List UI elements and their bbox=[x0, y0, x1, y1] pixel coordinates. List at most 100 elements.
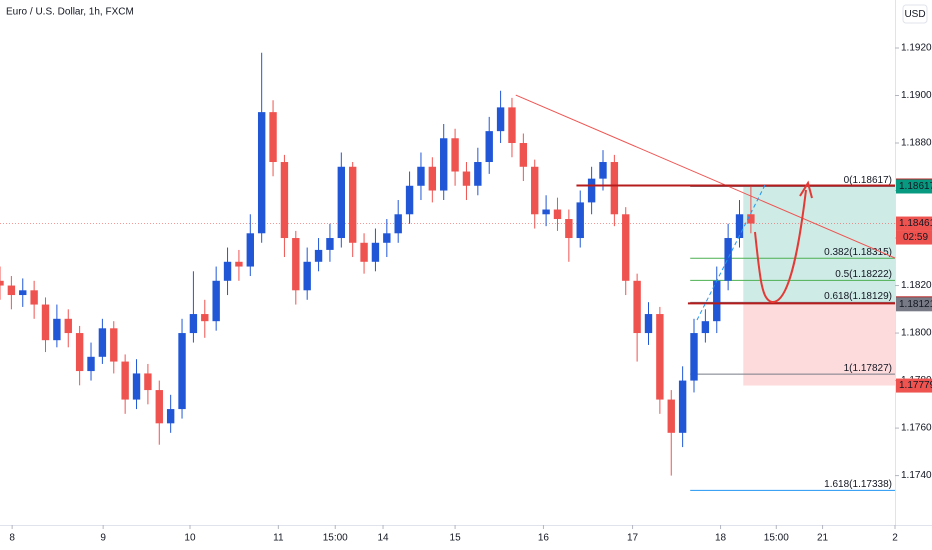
y-tick-label: 1.18200 bbox=[901, 280, 932, 291]
chart-title: Euro / U.S. Dollar, 1h, FXCM bbox=[6, 7, 134, 18]
countdown: 02:59 bbox=[903, 232, 928, 243]
candle-body bbox=[132, 373, 141, 400]
fib-label: 0.382(1.18315) bbox=[824, 247, 892, 258]
price-label: 1.18617 bbox=[899, 181, 932, 192]
candle-body bbox=[98, 328, 107, 357]
plot: 1.174001.176001.178001.180001.182001.184… bbox=[0, 43, 932, 544]
candle-body bbox=[633, 280, 641, 334]
candle-body bbox=[269, 112, 277, 163]
candle-body bbox=[348, 166, 357, 243]
candle-body bbox=[280, 162, 289, 239]
candle-body bbox=[678, 380, 687, 433]
price-label: 1.18461 bbox=[899, 218, 932, 229]
candle-body bbox=[440, 138, 448, 191]
price-label: 1.18121 bbox=[899, 299, 932, 310]
candle-body bbox=[178, 333, 186, 410]
countdown-bg bbox=[896, 230, 932, 245]
candle-body bbox=[19, 290, 27, 296]
price-label-bg bbox=[896, 179, 932, 194]
candle-body bbox=[235, 261, 243, 267]
candle-body bbox=[451, 138, 459, 172]
x-tick-label: 15:00 bbox=[323, 533, 348, 544]
x-tick-label: 16 bbox=[538, 533, 550, 544]
candle-body bbox=[257, 112, 266, 234]
candle-body bbox=[644, 314, 653, 334]
candle-body bbox=[667, 399, 675, 433]
candle-body bbox=[690, 333, 698, 381]
price-label: 1.17779 bbox=[899, 380, 932, 391]
trendline bbox=[515, 94, 896, 259]
y-tick-label: 1.17600 bbox=[901, 423, 932, 434]
candle-body bbox=[405, 185, 414, 215]
candle-body bbox=[201, 314, 209, 322]
candle-body bbox=[0, 280, 4, 286]
candle-body bbox=[701, 321, 710, 334]
candle-body bbox=[417, 166, 425, 186]
y-tick-label: 1.17400 bbox=[901, 470, 932, 481]
candle-body bbox=[599, 162, 607, 179]
candle-body bbox=[337, 166, 346, 239]
candle-body bbox=[314, 249, 323, 262]
candle-body bbox=[155, 390, 163, 424]
candle-body bbox=[212, 280, 220, 322]
candle-body bbox=[246, 233, 254, 267]
candle-body bbox=[542, 209, 550, 215]
candle-body bbox=[519, 143, 528, 167]
candle-body bbox=[485, 131, 493, 163]
fib-label: 0.618(1.18129) bbox=[824, 291, 892, 302]
candle-body bbox=[462, 171, 471, 186]
candle-body bbox=[508, 107, 516, 144]
candle-body bbox=[53, 318, 61, 341]
currency-button[interactable] bbox=[902, 4, 928, 24]
fib-label: 0.5(1.18222) bbox=[835, 269, 892, 280]
candle-body bbox=[223, 261, 232, 281]
candle-body bbox=[189, 314, 198, 334]
candle-body bbox=[87, 356, 95, 372]
candle-body bbox=[576, 202, 584, 239]
x-tick-label: 10 bbox=[184, 533, 196, 544]
candle-body bbox=[383, 233, 391, 243]
x-tick-label: 15:00 bbox=[764, 533, 789, 544]
currency[interactable]: USD bbox=[904, 9, 925, 20]
candle-body bbox=[394, 214, 402, 234]
candle-body bbox=[110, 328, 118, 362]
candle-body bbox=[747, 214, 755, 224]
price-label-bg bbox=[896, 378, 932, 393]
candle-body bbox=[166, 409, 175, 424]
candle-body bbox=[292, 238, 300, 291]
arrow-head bbox=[799, 180, 813, 199]
candle-body bbox=[735, 214, 744, 239]
x-tick-label: 14 bbox=[377, 533, 389, 544]
candle-body bbox=[428, 166, 437, 191]
candle-body bbox=[724, 238, 732, 281]
candle-body bbox=[371, 242, 380, 262]
y-tick-label: 1.18800 bbox=[901, 138, 932, 149]
y-tick-label: 1.19200 bbox=[901, 43, 932, 54]
fib-label: 1.618(1.17338) bbox=[824, 479, 892, 490]
candle-body bbox=[75, 333, 84, 372]
candle-body bbox=[587, 178, 596, 203]
x-tick-label: 21 bbox=[817, 533, 829, 544]
fib-label: 0(1.18617) bbox=[844, 175, 892, 186]
candle-body bbox=[531, 166, 539, 215]
x-tick-label: 11 bbox=[273, 533, 284, 544]
candle-body bbox=[496, 107, 505, 132]
candle-body bbox=[30, 290, 38, 305]
candle-body bbox=[41, 304, 50, 341]
candle-body bbox=[326, 238, 334, 250]
candle-body bbox=[144, 373, 152, 391]
candle-body bbox=[553, 209, 562, 220]
price-label-bg bbox=[896, 216, 932, 231]
y-tick-label: 1.18000 bbox=[901, 328, 932, 339]
fib-label: 1(1.17827) bbox=[844, 363, 892, 374]
candle-body bbox=[303, 261, 311, 291]
candle-body bbox=[713, 280, 721, 322]
x-tick-label: 8 bbox=[9, 533, 15, 544]
candle-body bbox=[610, 162, 619, 215]
candle-body bbox=[474, 162, 482, 186]
x-tick-label: 18 bbox=[715, 533, 727, 544]
candle-body bbox=[565, 219, 573, 239]
